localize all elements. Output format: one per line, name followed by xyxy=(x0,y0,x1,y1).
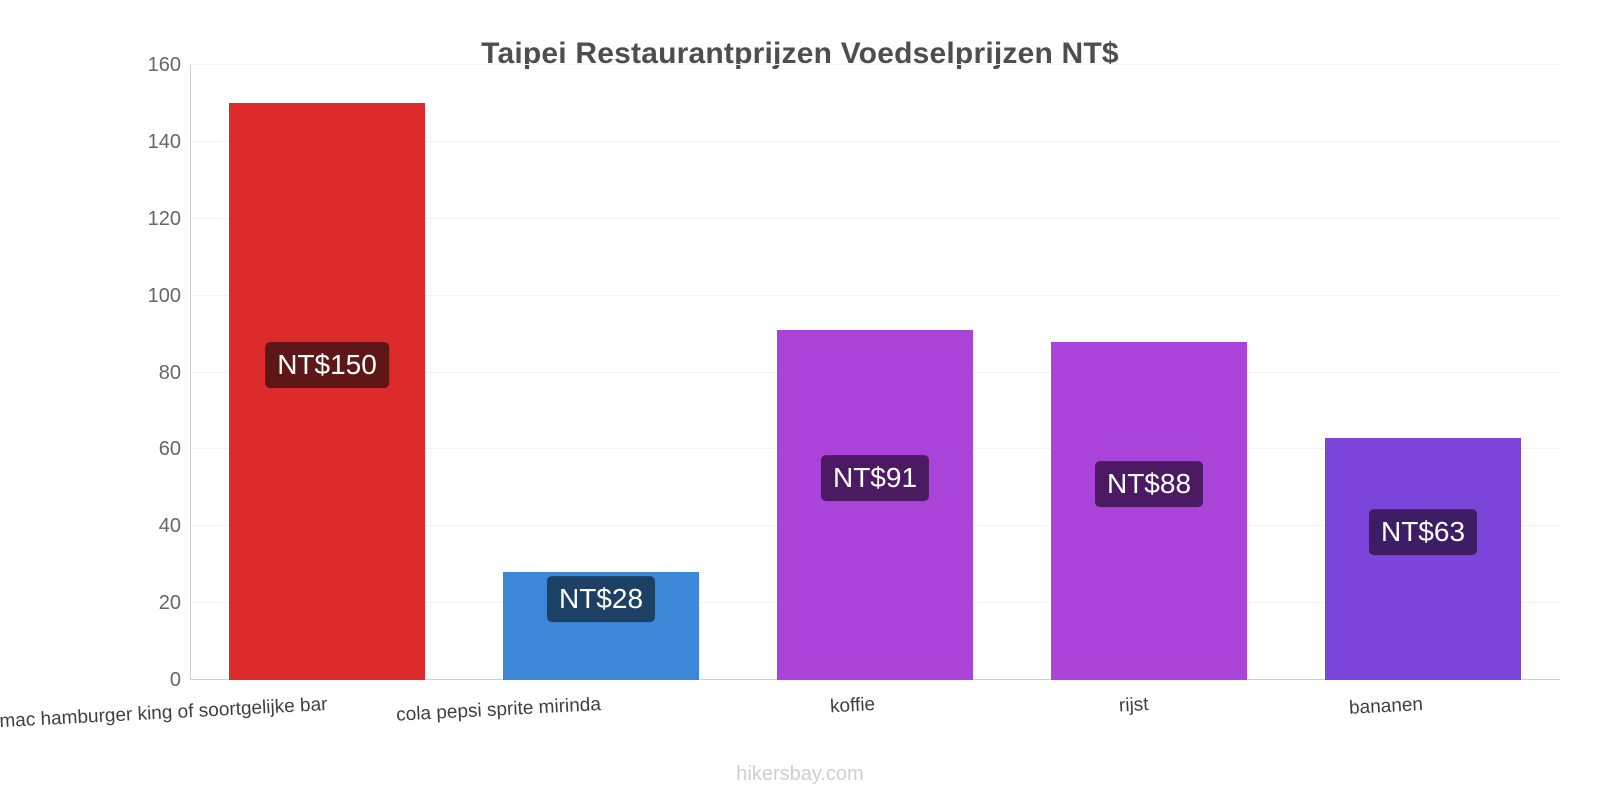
bar-value-label: NT$91 xyxy=(820,455,930,502)
y-axis-tick-label: 80 xyxy=(158,361,181,384)
x-axis-label: bananen xyxy=(1348,694,1424,719)
y-axis-tick-label: 20 xyxy=(158,592,181,615)
y-axis-line xyxy=(190,65,191,680)
x-axis-label: koffie xyxy=(829,694,876,718)
bar-2[interactable]: NT$91 xyxy=(777,330,973,680)
y-axis-tick-label: 140 xyxy=(147,130,181,153)
x-axis-label: mac hamburger king of soortgelijke bar xyxy=(0,694,328,733)
y-axis-tick-label: 100 xyxy=(147,284,181,307)
gridline xyxy=(190,140,1560,142)
gridline xyxy=(190,217,1560,219)
x-axis-label: rijst xyxy=(1118,694,1150,717)
y-axis-tick-label: 120 xyxy=(147,207,181,230)
bar-1[interactable]: NT$28 xyxy=(503,572,699,680)
bar-0[interactable]: NT$150 xyxy=(229,103,425,680)
y-axis-tick-label: 160 xyxy=(147,54,181,76)
bar-value-label: NT$88 xyxy=(1094,460,1204,507)
bar-4[interactable]: NT$63 xyxy=(1325,437,1521,680)
gridline xyxy=(190,64,1560,65)
gridline xyxy=(190,294,1560,296)
bar-value-label: NT$63 xyxy=(1368,508,1478,556)
y-axis-tick-label: 60 xyxy=(158,438,181,461)
bar-value-label: NT$28 xyxy=(546,576,656,623)
bar-3[interactable]: NT$88 xyxy=(1051,341,1247,680)
watermark-text: hikersbay.com xyxy=(736,763,864,785)
plot-area: 0 20 40 60 80 100 120 140 160 NT$150 mac hamburger… xyxy=(0,55,1560,732)
y-axis-tick-label: 40 xyxy=(158,515,181,538)
bar-value-label: NT$150 xyxy=(265,341,389,388)
y-axis-tick-label: 0 xyxy=(169,669,181,691)
x-axis-label: cola pepsi sprite mirinda xyxy=(395,694,602,726)
